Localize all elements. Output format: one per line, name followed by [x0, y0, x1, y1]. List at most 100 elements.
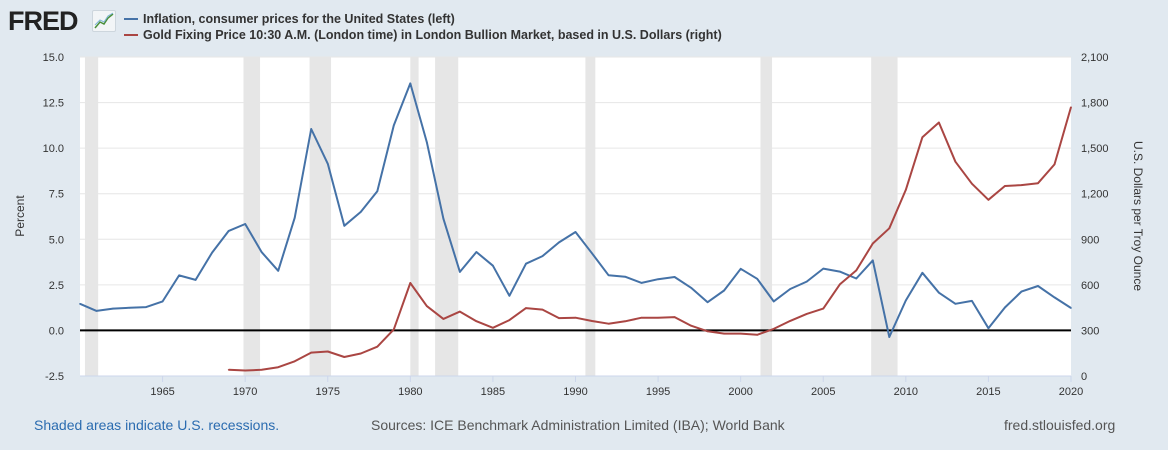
recession-band: [410, 57, 419, 376]
x-tick-label: 1990: [563, 386, 587, 398]
inflation-point: [128, 307, 131, 309]
x-tick-label: 1975: [316, 386, 340, 398]
inflation-point: [789, 288, 792, 290]
gold-point: [277, 366, 280, 368]
gold-point: [1053, 163, 1056, 166]
inflation-point: [971, 300, 973, 302]
gold-point: [805, 313, 808, 315]
inflation-point: [822, 267, 825, 270]
gold-point: [1037, 182, 1039, 185]
legend-label: Inflation, consumer prices for the Unite…: [143, 12, 455, 26]
x-tick-label: 1980: [398, 386, 422, 398]
inflation-point: [492, 264, 494, 267]
x-tick-label: 1985: [481, 386, 505, 398]
right-tick-label: 300: [1081, 325, 1099, 337]
inflation-point: [938, 291, 940, 294]
left-tick-label: 15.0: [43, 52, 64, 64]
inflation-point: [1037, 285, 1039, 287]
inflation-point: [838, 270, 841, 273]
inflation-point: [112, 307, 114, 310]
inflation-point: [409, 82, 412, 85]
inflation-point: [640, 282, 643, 284]
gold-point: [508, 319, 511, 321]
inflation-point: [872, 259, 874, 262]
inflation-point: [541, 255, 544, 257]
inflation-point: [211, 251, 213, 254]
recessions-note-link[interactable]: Shaded areas indicate U.S. recessions.: [34, 417, 280, 433]
inflation-point: [657, 278, 659, 281]
left-tick-label: 2.5: [49, 280, 64, 292]
gold-point: [326, 350, 329, 353]
left-tick-label: 7.5: [49, 189, 64, 201]
inflation-point: [954, 303, 957, 305]
inflation-point: [79, 303, 81, 305]
inflation-point: [227, 230, 230, 232]
fred-logo[interactable]: FRED: [8, 6, 78, 36]
inflation-point: [194, 279, 197, 281]
gold-point: [789, 320, 792, 322]
left-tick-label: 12.5: [43, 98, 64, 110]
left-axis-title: Percent: [13, 195, 27, 237]
gold-point: [1004, 185, 1006, 187]
left-tick-label: 10.0: [43, 143, 64, 155]
gold-point: [657, 316, 659, 319]
sources-text: Sources: ICE Benchmark Administration Li…: [371, 417, 785, 433]
gold-point: [260, 368, 263, 371]
inflation-point: [921, 272, 924, 274]
legend-swatch-red: [124, 34, 138, 36]
gold-point: [838, 283, 841, 286]
inflation-point: [310, 128, 313, 130]
legend-swatch-blue: [124, 18, 138, 20]
x-tick-label: 1965: [150, 386, 174, 398]
inflation-point: [987, 327, 990, 330]
left-tick-label: 0.0: [49, 325, 64, 337]
legend-item-inflation[interactable]: Inflation, consumer prices for the Unite…: [124, 11, 722, 27]
right-tick-label: 1,200: [1081, 189, 1109, 201]
legend: Inflation, consumer prices for the Unite…: [124, 11, 722, 43]
inflation-point: [772, 300, 775, 303]
right-tick-label: 2,100: [1081, 52, 1109, 64]
inflation-point: [607, 274, 610, 276]
gold-point: [541, 308, 544, 311]
inflation-point: [690, 286, 692, 289]
gold-point: [690, 324, 692, 327]
inflation-point: [393, 124, 395, 127]
inflation-point: [442, 217, 445, 220]
inflation-point: [525, 262, 527, 265]
plot-area: [80, 57, 1071, 376]
inflation-point: [277, 270, 280, 272]
gold-point: [343, 356, 346, 358]
inflation-point: [426, 141, 428, 143]
inflation-point: [343, 224, 346, 227]
right-tick-label: 0: [1081, 371, 1087, 383]
inflation-point: [739, 268, 742, 270]
gold-point: [723, 332, 725, 335]
recession-band: [435, 57, 459, 376]
gold-point: [459, 310, 461, 313]
gold-point: [359, 352, 362, 355]
gold-point: [624, 320, 626, 323]
inflation-point: [591, 252, 593, 255]
gold-point: [872, 242, 874, 245]
inflation-point: [508, 294, 511, 297]
legend-item-gold[interactable]: Gold Fixing Price 10:30 A.M. (London tim…: [124, 27, 722, 43]
gold-point: [293, 360, 296, 363]
x-tick-label: 2000: [728, 386, 752, 398]
gold-point: [938, 121, 940, 124]
recession-band: [585, 57, 596, 376]
gold-point: [987, 198, 990, 201]
right-axis-title: U.S. Dollars per Troy Ounce: [1131, 141, 1145, 291]
inflation-point: [805, 280, 808, 283]
gold-point: [921, 136, 924, 139]
inflation-point: [459, 271, 461, 273]
recession-band: [84, 57, 99, 376]
gold-point: [442, 318, 445, 320]
inflation-point: [260, 251, 263, 254]
inflation-point: [293, 216, 296, 219]
fred-graph-icon: [92, 10, 116, 32]
gold-point: [409, 282, 412, 284]
gold-point: [607, 322, 610, 325]
gold-point: [640, 316, 643, 319]
site-url[interactable]: fred.stlouisfed.org: [1004, 417, 1116, 433]
inflation-point: [888, 336, 891, 338]
